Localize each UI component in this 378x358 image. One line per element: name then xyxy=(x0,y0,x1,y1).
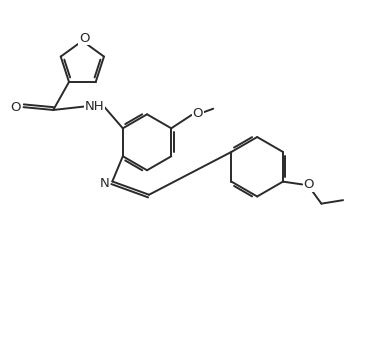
Text: O: O xyxy=(79,32,89,45)
Text: O: O xyxy=(11,101,21,114)
Text: NH: NH xyxy=(85,100,104,113)
Text: O: O xyxy=(192,107,203,120)
Text: N: N xyxy=(100,177,110,190)
Text: O: O xyxy=(303,178,314,191)
